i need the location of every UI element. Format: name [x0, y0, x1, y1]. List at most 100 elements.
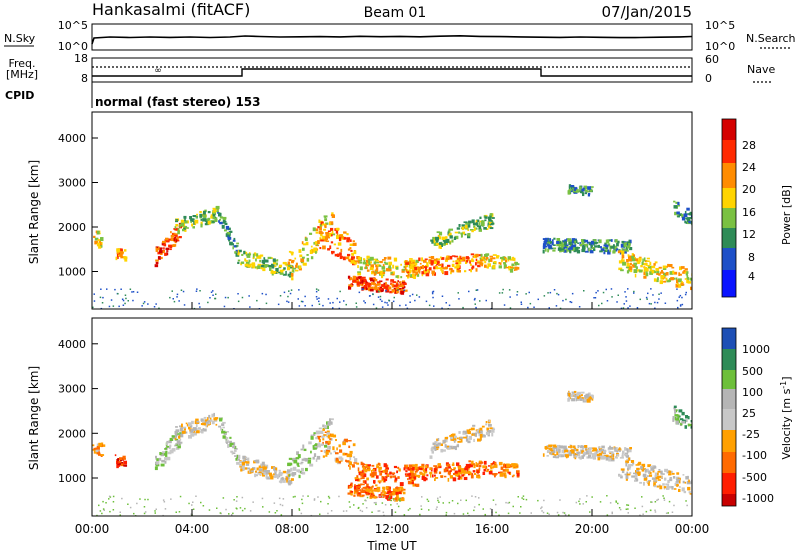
- power-cell: [576, 249, 581, 254]
- power-clutter: [129, 288, 132, 290]
- power-cell: [381, 271, 386, 274]
- velocity-cell: [471, 433, 474, 436]
- velocity-cell: [487, 430, 490, 434]
- power-cell: [346, 233, 349, 236]
- velocity-colorbar-swatch: [722, 452, 736, 473]
- power-cell: [477, 260, 480, 262]
- power-cell: [199, 213, 203, 218]
- power-clutter: [100, 307, 103, 309]
- velocity-cell: [465, 463, 470, 468]
- velocity-cell: [452, 462, 455, 465]
- velocity-cell: [325, 440, 328, 444]
- velocity-cell: [319, 430, 324, 435]
- velocity-cell: [175, 433, 180, 436]
- velocity-cell: [322, 438, 325, 441]
- power-cell: [243, 250, 246, 255]
- velocity-cell: [290, 473, 293, 476]
- power-cell: [489, 259, 493, 262]
- velocity-cell: [688, 491, 691, 494]
- velocity-cell: [641, 469, 645, 472]
- velocity-cell: [563, 447, 568, 451]
- power-cell: [322, 235, 327, 240]
- velocity-cell: [430, 447, 434, 452]
- velocity-cell: [381, 493, 383, 497]
- power-cell: [271, 271, 274, 276]
- velocity-clutter: [439, 496, 441, 498]
- power-cell: [628, 255, 632, 259]
- velocity-cell: [654, 475, 657, 478]
- velocity-cell: [506, 468, 509, 473]
- velocity-cell: [175, 443, 178, 445]
- velocity-cell: [389, 489, 391, 493]
- velocity-cell: [174, 444, 177, 447]
- velocity-cell: [274, 467, 278, 472]
- power-cell: [324, 226, 327, 229]
- velocity-cell: [191, 420, 194, 425]
- velocity-cell: [457, 470, 462, 475]
- velocity-cell: [224, 431, 227, 434]
- velocity-clutter: [557, 514, 560, 516]
- velocity-cell: [482, 465, 486, 469]
- power-cell: [473, 254, 477, 259]
- velocity-cell: [493, 465, 496, 468]
- velocity-cell: [349, 485, 353, 489]
- power-clutter: [548, 307, 550, 309]
- velocity-cell: [239, 464, 242, 467]
- velocity-cell: [263, 472, 266, 476]
- power-clutter: [602, 291, 605, 294]
- velocity-clutter: [656, 499, 658, 501]
- velocity-clutter: [615, 500, 617, 502]
- power-ytick-label: 4000: [58, 132, 86, 145]
- power-cell: [629, 247, 633, 251]
- velocity-cell: [626, 449, 629, 453]
- power-cell: [317, 226, 320, 229]
- power-cell: [688, 221, 691, 224]
- power-clutter: [155, 303, 157, 305]
- velocity-clutter: [663, 499, 666, 501]
- velocity-cell: [584, 397, 588, 400]
- velocity-clutter: [357, 507, 360, 509]
- velocity-clutter: [371, 511, 373, 513]
- power-cell: [607, 243, 611, 247]
- power-cell: [228, 238, 231, 242]
- power-cell: [543, 241, 547, 245]
- power-clutter: [372, 293, 374, 296]
- power-cell: [183, 215, 187, 219]
- velocity-cell: [488, 471, 493, 475]
- power-cell: [412, 270, 416, 274]
- velocity-cell: [686, 480, 691, 485]
- power-cell: [235, 249, 240, 253]
- velocity-cell: [554, 454, 557, 457]
- velocity-clutter: [241, 496, 244, 499]
- velocity-cell: [672, 476, 676, 479]
- power-clutter: [286, 300, 288, 303]
- power-cell: [499, 262, 502, 265]
- power-cell: [348, 258, 352, 262]
- velocity-cell: [494, 474, 496, 478]
- power-clutter: [658, 293, 660, 295]
- velocity-cell: [412, 464, 416, 467]
- velocity-cell: [463, 476, 468, 481]
- velocity-cell: [245, 458, 249, 461]
- power-cell: [480, 253, 483, 257]
- velocity-cell: [577, 395, 581, 398]
- velocity-cell: [671, 472, 675, 475]
- power-cell: [372, 270, 375, 273]
- power-cell: [567, 238, 572, 242]
- velocity-cell: [425, 468, 428, 472]
- velocity-clutter: [392, 498, 395, 500]
- velocity-cell: [98, 442, 102, 447]
- power-cell: [374, 271, 379, 274]
- velocity-cell: [371, 495, 376, 499]
- velocity-cell: [552, 455, 557, 459]
- velocity-cell: [577, 445, 580, 449]
- power-clutter: [684, 293, 687, 296]
- power-cell: [438, 242, 442, 245]
- power-cell: [646, 260, 650, 263]
- velocity-cell: [601, 445, 605, 449]
- velocity-cell: [633, 472, 637, 475]
- power-clutter: [198, 302, 200, 305]
- velocity-cell: [553, 447, 558, 450]
- power-cell: [315, 231, 319, 234]
- velocity-clutter: [103, 509, 105, 511]
